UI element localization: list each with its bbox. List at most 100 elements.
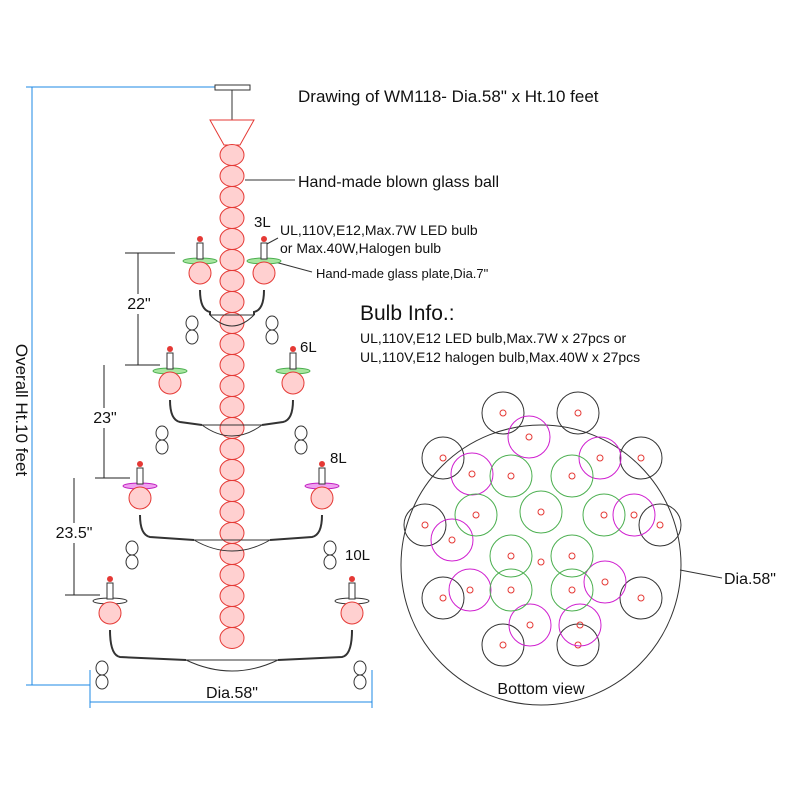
bulb-position <box>507 415 551 459</box>
drop <box>353 674 367 690</box>
drop <box>323 554 337 570</box>
glass-ball <box>219 186 245 208</box>
bulb-center <box>601 578 609 586</box>
bulb-position <box>489 534 533 578</box>
bulb-center <box>468 470 476 478</box>
tier-label: 3L <box>254 214 271 231</box>
bulb-center <box>439 454 447 462</box>
shade <box>188 261 212 285</box>
bulb-center <box>507 552 515 560</box>
bulb <box>137 461 143 467</box>
leader <box>274 261 313 273</box>
bulb-position <box>450 452 494 496</box>
bulb-position <box>489 454 533 498</box>
tier-label: 10L <box>345 547 370 564</box>
bulb-position <box>558 603 602 647</box>
glass-ball <box>219 543 245 565</box>
glass-ball <box>219 333 245 355</box>
drop <box>265 329 279 345</box>
shade <box>281 371 305 395</box>
tier-height: 23.5" <box>56 525 93 542</box>
leader <box>679 569 723 579</box>
bulb-position <box>638 503 682 547</box>
glass-ball <box>219 501 245 523</box>
bulb-info-heading: Bulb Info.: <box>360 302 455 325</box>
glass-ball <box>219 144 245 166</box>
bulb <box>349 576 355 582</box>
tier-label: 6L <box>300 339 317 356</box>
glass-ball <box>219 165 245 187</box>
candle <box>196 242 204 260</box>
bulb-center <box>630 511 638 519</box>
bottom-diameter: Dia.58" <box>724 571 776 588</box>
bulb-center <box>537 508 545 516</box>
glass-ball <box>219 354 245 376</box>
bulb-center <box>568 472 576 480</box>
bulb-center <box>466 586 474 594</box>
tier-label: 8L <box>330 450 347 467</box>
bulb <box>167 346 173 352</box>
bulb-position <box>612 493 656 537</box>
bulb-center <box>537 558 545 566</box>
bulb <box>107 576 113 582</box>
bulb-position <box>556 623 600 667</box>
shade <box>98 601 122 625</box>
bulb-center <box>472 511 480 519</box>
bulb-position <box>519 490 563 534</box>
bulb-center <box>637 454 645 462</box>
bulb <box>197 236 203 242</box>
arm <box>109 629 187 661</box>
arm <box>139 514 195 541</box>
glass-ball <box>219 438 245 460</box>
candle <box>136 467 144 485</box>
callout: Hand-made glass plate,Dia.7" <box>316 266 489 281</box>
tier-height: 23" <box>93 410 116 427</box>
cup <box>208 314 256 327</box>
bulb-center <box>526 621 534 629</box>
bottom-caption: Bottom view <box>497 681 585 698</box>
bulb-info-line: UL,110V,E12 LED bulb,Max.7W x 27pcs or <box>360 330 626 346</box>
title: Drawing of WM118- Dia.58" x Ht.10 feet <box>298 87 599 106</box>
candle <box>106 582 114 600</box>
glass-ball <box>219 228 245 250</box>
bulb-position <box>550 568 594 612</box>
shade <box>310 486 334 510</box>
glass-ball <box>219 606 245 628</box>
tier-height: 22" <box>127 296 150 313</box>
callout: or Max.40W,Halogen bulb <box>280 240 441 256</box>
bulb-position <box>481 391 525 435</box>
bulb-position <box>489 568 533 612</box>
arm <box>277 629 353 661</box>
bulb-position <box>421 576 465 620</box>
bulb-center <box>568 552 576 560</box>
drop <box>294 439 308 455</box>
glass-ball <box>219 249 245 271</box>
bulb-center <box>525 433 533 441</box>
bulb-position <box>619 576 663 620</box>
candle <box>348 582 356 600</box>
bulb-center <box>576 621 584 629</box>
bottom-view-outline <box>400 424 682 706</box>
bulb-position <box>421 436 465 480</box>
bulb <box>290 346 296 352</box>
bulb-center <box>596 454 604 462</box>
cup <box>200 424 264 437</box>
candle <box>166 352 174 370</box>
glass-ball <box>219 270 245 292</box>
bulb-position <box>430 518 474 562</box>
drop <box>125 554 139 570</box>
arm <box>169 399 203 426</box>
arm <box>253 289 265 315</box>
arm <box>269 514 323 541</box>
bulb-center <box>439 594 447 602</box>
cup <box>185 659 279 672</box>
glass-ball <box>219 291 245 313</box>
chandelier <box>92 84 682 690</box>
bulb-info-line: UL,110V,E12 halogen bulb,Max.40W x 27pcs <box>360 349 640 365</box>
bulb <box>261 236 267 242</box>
bulb-position <box>403 503 447 547</box>
bulb-center <box>507 586 515 594</box>
glass-ball <box>219 312 245 334</box>
candle <box>318 467 326 485</box>
